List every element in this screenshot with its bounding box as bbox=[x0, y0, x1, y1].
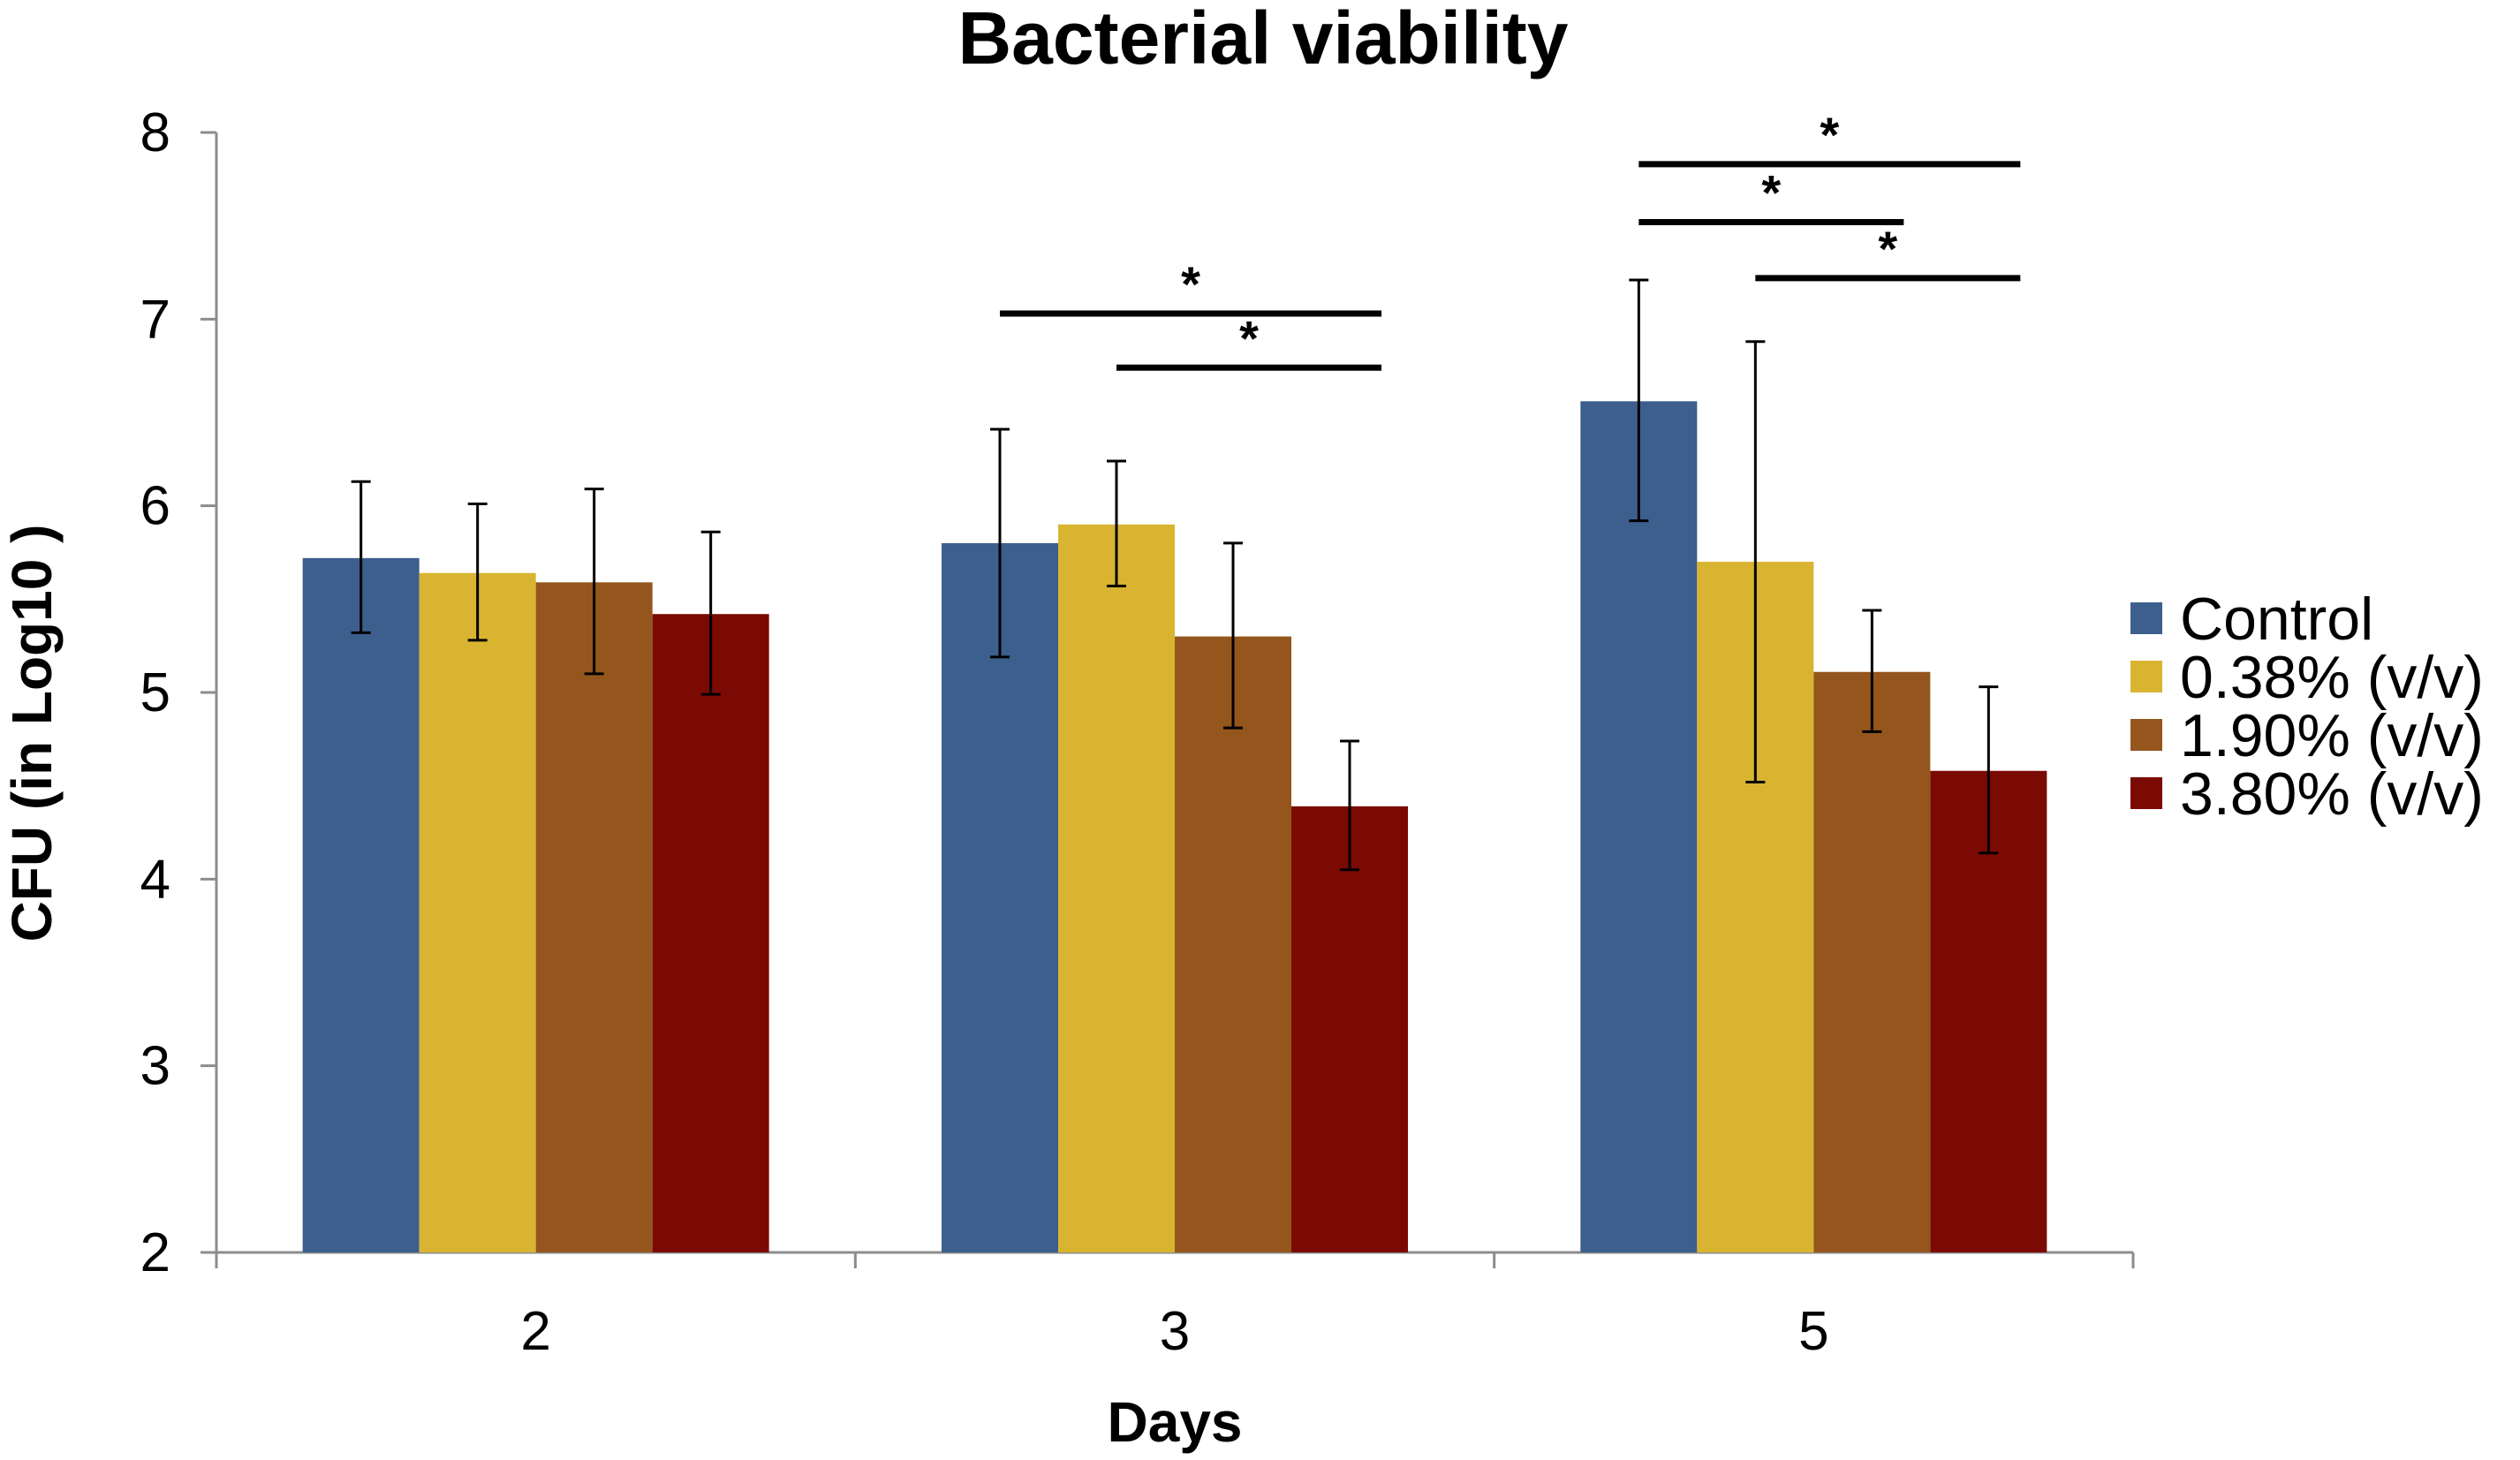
x-axis-title: Days bbox=[1108, 1390, 1243, 1454]
bar bbox=[652, 614, 769, 1252]
y-axis-title: CFU (in Log10 ) bbox=[0, 525, 64, 942]
bar bbox=[1291, 806, 1408, 1252]
significance-star: * bbox=[1181, 256, 1200, 312]
bar bbox=[1058, 524, 1175, 1252]
y-tick-label: 7 bbox=[140, 289, 170, 350]
x-tick-label: 3 bbox=[1160, 1301, 1190, 1362]
y-tick-label: 4 bbox=[140, 849, 170, 910]
legend-label: 0.38% (v/v) bbox=[2180, 644, 2484, 711]
significance-star: * bbox=[1239, 310, 1259, 366]
bars bbox=[302, 401, 2047, 1252]
chart-title: Bacterial viability bbox=[958, 0, 1569, 79]
bar bbox=[1813, 671, 1931, 1252]
x-axis: 2 3 5 bbox=[215, 1251, 2135, 1362]
legend-swatch bbox=[2130, 719, 2162, 751]
legend-label: Control bbox=[2180, 586, 2373, 653]
significance-star: * bbox=[1820, 107, 1839, 163]
bar bbox=[1580, 401, 1698, 1252]
significance-star: * bbox=[1761, 164, 1781, 220]
bar bbox=[942, 542, 1058, 1252]
legend-swatch bbox=[2130, 661, 2162, 692]
significance-star: * bbox=[1878, 221, 1897, 276]
legend-label: 3.80% (v/v) bbox=[2180, 760, 2484, 828]
legend-swatch bbox=[2130, 602, 2162, 634]
y-axis: 2 3 4 5 6 7 8 bbox=[140, 102, 218, 1283]
bar bbox=[302, 557, 420, 1252]
y-tick-label: 5 bbox=[140, 662, 170, 723]
y-tick-label: 6 bbox=[140, 476, 170, 537]
x-tick-label: 5 bbox=[1798, 1301, 1828, 1362]
legend-swatch bbox=[2130, 777, 2162, 809]
y-tick-label: 3 bbox=[140, 1036, 170, 1097]
bar bbox=[535, 582, 653, 1252]
x-tick-label: 2 bbox=[520, 1301, 550, 1362]
bar bbox=[419, 572, 536, 1252]
legend-label: 1.90% (v/v) bbox=[2180, 702, 2484, 769]
significance-brackets: * * * * * bbox=[1000, 107, 2021, 371]
y-tick-label: 2 bbox=[140, 1222, 170, 1283]
bar bbox=[1175, 636, 1291, 1252]
error-bars bbox=[351, 278, 1999, 872]
y-tick-label: 8 bbox=[140, 102, 170, 163]
